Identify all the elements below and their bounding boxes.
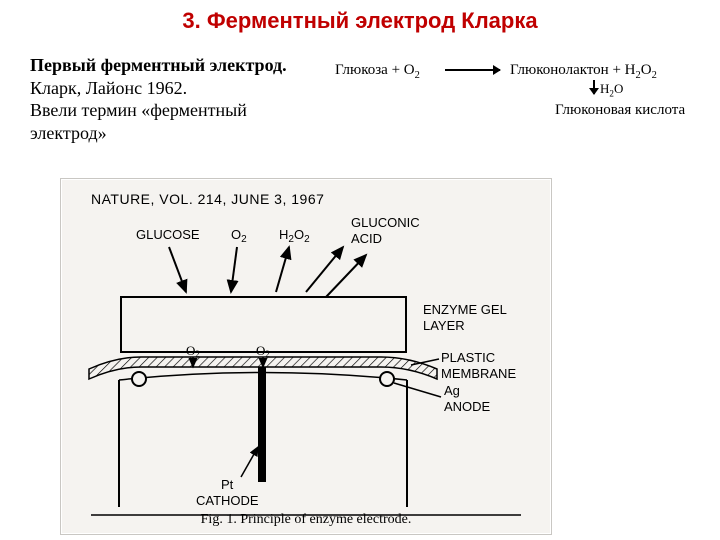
rx-h2o-b: O (614, 81, 623, 96)
para-line1: Кларк, Лайонс 1962. (30, 78, 187, 98)
rx-rhs-b: O (641, 62, 652, 78)
intro-paragraph: Первый ферментный электрод. Кларк, Лайон… (30, 54, 290, 144)
reaction-h2o: H2O (600, 80, 623, 100)
figure-caption: Fig. 1. Principle of enzyme electrode. (61, 512, 551, 528)
reaction-arrow-icon (445, 69, 500, 71)
label-enzyme1: ENZYME GEL (423, 302, 507, 317)
label-ag2: ANODE (444, 399, 491, 414)
label-acid: ACID (351, 231, 382, 246)
rx-rhs-a: Глюконолактон + H (510, 62, 636, 78)
figure-container: NATURE, VOL. 214, JUNE 3, 1967 GLUCOSE O… (60, 178, 552, 535)
rx-h2o-a: H (600, 81, 609, 96)
electrode-diagram: GLUCOSE O2 H2O2 GLUCONIC ACID ENZYME GEL… (61, 207, 551, 537)
label-o2: O2 (231, 227, 247, 245)
label-plastic2: MEMBRANE (441, 366, 516, 381)
label-pt1: Pt (221, 477, 234, 492)
label-plastic1: PLASTIC (441, 350, 495, 365)
label-ag1: Ag (444, 383, 460, 398)
slide-title: 3. Ферментный электрод Кларка (0, 8, 720, 34)
figure-source: NATURE, VOL. 214, JUNE 3, 1967 (91, 191, 324, 207)
reaction-acid: Глюконовая кислота (555, 100, 685, 120)
label-gluconic: GLUCONIC (351, 215, 420, 230)
label-pt2: CATHODE (196, 493, 259, 508)
label-glucose: GLUCOSE (136, 227, 200, 242)
label-enzyme2: LAYER (423, 318, 465, 333)
para-line2: Ввели термин «ферментный электрод» (30, 100, 247, 143)
para-bold: Первый ферментный электрод. (30, 55, 287, 75)
down-arrow-icon (593, 80, 595, 94)
label-h2o2: H2O2 (279, 227, 310, 245)
reaction-scheme: Глюкоза + O2 Глюконолактон + H2O2 H2O Гл… (335, 60, 715, 120)
rx-lhs-text: Глюкоза + O (335, 62, 415, 78)
slide-root: 3. Ферментный электрод Кларка Первый фер… (0, 0, 720, 540)
